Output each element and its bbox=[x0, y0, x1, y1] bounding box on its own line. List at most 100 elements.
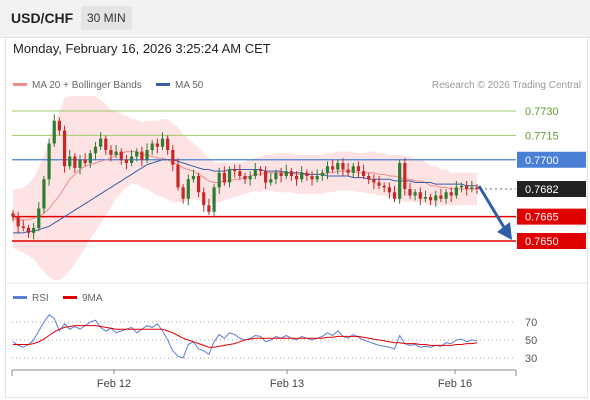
candle-body bbox=[186, 179, 190, 199]
candle-body bbox=[315, 176, 319, 180]
candle-body bbox=[434, 195, 438, 201]
candle-body bbox=[114, 151, 118, 155]
candle-body bbox=[459, 185, 464, 188]
chart-datetime: Monday, February 16, 2026 3:25:24 AM CET bbox=[13, 41, 271, 56]
candle-body bbox=[217, 172, 221, 188]
legend-9ma-label: 9MA bbox=[82, 293, 103, 304]
bollinger-band-fill bbox=[13, 96, 477, 280]
candle-body bbox=[264, 171, 268, 183]
rsi-swatch bbox=[13, 295, 27, 299]
candles-group bbox=[11, 114, 479, 240]
candle-body bbox=[439, 195, 443, 199]
candle-body bbox=[269, 179, 273, 183]
candle-body bbox=[129, 156, 134, 163]
candle-body bbox=[423, 197, 428, 199]
candle-body bbox=[413, 192, 417, 196]
candle-body bbox=[289, 171, 293, 176]
candle-body bbox=[449, 192, 453, 196]
x-tick-label: Feb 13 bbox=[270, 378, 304, 390]
candle-body bbox=[88, 153, 92, 163]
rsi-tick-label-30: 30 bbox=[525, 353, 537, 365]
candle-body bbox=[243, 176, 247, 180]
candle-body bbox=[403, 163, 407, 189]
candle-body bbox=[284, 171, 288, 176]
candle-body bbox=[392, 192, 397, 199]
candle-body bbox=[191, 176, 196, 180]
candle-body bbox=[444, 192, 448, 199]
candle-body bbox=[294, 176, 299, 180]
legend-ma20: MA 20 + Bollinger Bands bbox=[13, 80, 142, 91]
candle-body bbox=[166, 138, 170, 150]
candle-body bbox=[418, 192, 422, 199]
candle-body bbox=[325, 166, 330, 173]
chart-header: USD/CHF 30 MIN bbox=[0, 0, 590, 38]
candle-body bbox=[109, 150, 113, 155]
legend-ma20-label: MA 20 + Bollinger Bands bbox=[32, 80, 142, 91]
level-label-0-7665: 0.7665 bbox=[525, 212, 559, 224]
candle-body bbox=[310, 176, 314, 180]
legend-rsi: RSI bbox=[13, 293, 49, 304]
x-tick-label: Feb 12 bbox=[97, 378, 131, 390]
candle-body bbox=[124, 159, 129, 163]
candle-body bbox=[238, 171, 242, 176]
candle-body bbox=[305, 172, 309, 176]
level-label-box-0-7682 bbox=[517, 181, 586, 197]
candle-body bbox=[372, 179, 376, 183]
candle-body bbox=[93, 146, 98, 154]
candle-body bbox=[377, 182, 381, 186]
candle-body bbox=[150, 143, 154, 150]
candle-body bbox=[475, 187, 479, 189]
candle-body bbox=[181, 187, 185, 199]
x-tick-label: Feb 16 bbox=[438, 378, 472, 390]
candle-body bbox=[155, 143, 159, 147]
candle-body bbox=[32, 228, 36, 233]
candle-body bbox=[47, 143, 51, 180]
level-label-box-0-7665 bbox=[517, 208, 586, 225]
candle-body bbox=[382, 185, 386, 188]
candle-body bbox=[52, 120, 56, 144]
candle-body bbox=[78, 159, 82, 168]
candle-body bbox=[207, 205, 211, 212]
research-credit: Research © 2026 Trading Central bbox=[431, 80, 581, 91]
rsi-line bbox=[12, 314, 478, 359]
timeframe-button[interactable]: 30 MIN bbox=[81, 6, 132, 30]
level-label-0-7730: 0.7730 bbox=[525, 106, 559, 118]
candle-body bbox=[119, 151, 123, 160]
candle-body bbox=[470, 187, 474, 189]
candle-body bbox=[279, 172, 283, 176]
candle-body bbox=[73, 156, 77, 168]
candle-body bbox=[104, 138, 108, 150]
candle-body bbox=[274, 172, 278, 180]
forecast-arrow-head bbox=[497, 222, 512, 240]
candle-body bbox=[202, 192, 206, 206]
candle-body bbox=[62, 130, 67, 167]
candle-body bbox=[68, 156, 72, 167]
candle-body bbox=[300, 172, 304, 180]
candle-body bbox=[212, 187, 216, 212]
rsi-9ma-line bbox=[13, 325, 478, 348]
candle-body bbox=[346, 169, 350, 173]
candle-body bbox=[465, 185, 469, 189]
level-label-box-0-7700 bbox=[517, 151, 586, 168]
candle-body bbox=[140, 151, 144, 160]
candle-body bbox=[222, 172, 226, 183]
candle-body bbox=[176, 164, 180, 188]
candle-body bbox=[16, 216, 20, 227]
level-label-0-7700: 0.7700 bbox=[525, 155, 559, 167]
candle-body bbox=[160, 138, 165, 147]
legend-rsi-label: RSI bbox=[32, 293, 49, 304]
level-label-0-7682: 0.7682 bbox=[525, 184, 559, 196]
candle-body bbox=[429, 197, 433, 201]
candle-body bbox=[248, 176, 252, 180]
candle-body bbox=[171, 150, 175, 165]
currency-pair-title: USD/CHF bbox=[11, 10, 74, 26]
legend-ma50: MA 50 bbox=[156, 80, 203, 91]
candle-body bbox=[135, 151, 139, 157]
level-label-0-7650: 0.7650 bbox=[525, 236, 559, 248]
candle-body bbox=[227, 169, 232, 183]
legend-9ma: 9MA bbox=[63, 293, 103, 304]
candle-body bbox=[42, 179, 46, 209]
candle-body bbox=[233, 169, 237, 172]
candle-body bbox=[83, 159, 87, 163]
